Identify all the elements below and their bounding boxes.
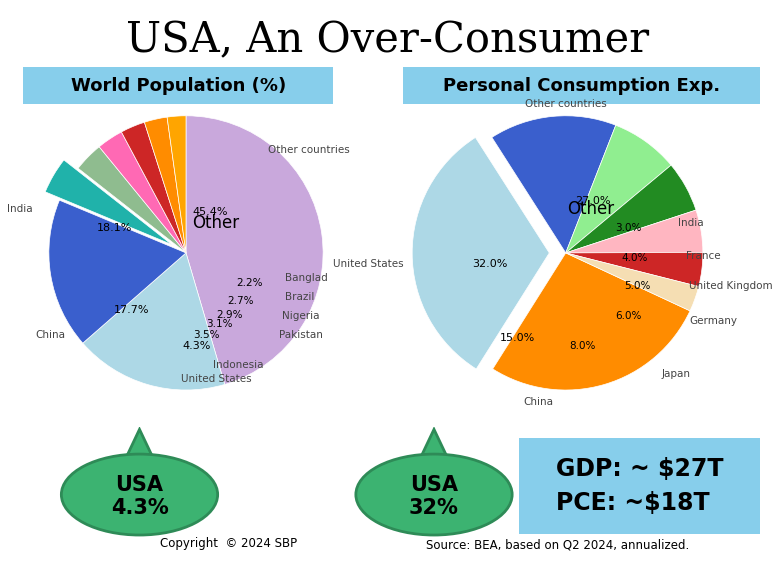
Text: Personal Consumption Exp.: Personal Consumption Exp. <box>443 76 720 95</box>
Text: 5.0%: 5.0% <box>624 281 650 291</box>
Polygon shape <box>422 429 446 456</box>
Text: 3.0%: 3.0% <box>615 223 642 233</box>
Text: USA, An Over-Consumer: USA, An Over-Consumer <box>126 20 649 62</box>
Wedge shape <box>167 116 186 253</box>
Wedge shape <box>49 200 186 343</box>
Text: 2.9%: 2.9% <box>217 310 243 320</box>
Text: 27.0%: 27.0% <box>575 196 611 206</box>
Wedge shape <box>45 160 172 244</box>
Text: China: China <box>523 397 553 407</box>
Text: 4.3%: 4.3% <box>183 341 211 351</box>
Wedge shape <box>83 253 225 390</box>
Text: Germany: Germany <box>689 316 737 327</box>
Text: United States: United States <box>333 259 404 269</box>
Wedge shape <box>493 253 690 390</box>
Polygon shape <box>127 429 153 456</box>
Text: 15.0%: 15.0% <box>500 333 536 343</box>
Wedge shape <box>566 125 671 253</box>
Text: 8.0%: 8.0% <box>569 341 595 351</box>
FancyBboxPatch shape <box>23 67 333 104</box>
Text: Source: BEA, based on Q2 2024, annualized.: Source: BEA, based on Q2 2024, annualize… <box>426 539 690 552</box>
Text: Indonesia: Indonesia <box>213 360 264 370</box>
Wedge shape <box>99 132 186 253</box>
Text: Nigeria: Nigeria <box>282 311 319 321</box>
Text: United Kingdom: United Kingdom <box>689 281 773 291</box>
Wedge shape <box>144 117 186 253</box>
Text: Brazil: Brazil <box>284 292 314 302</box>
Text: France: France <box>687 251 721 261</box>
Text: 3.5%: 3.5% <box>193 330 220 340</box>
Wedge shape <box>412 138 549 369</box>
Text: 45.4%: 45.4% <box>193 207 229 217</box>
Wedge shape <box>566 253 699 311</box>
Text: 17.7%: 17.7% <box>113 306 149 315</box>
FancyBboxPatch shape <box>403 67 760 104</box>
Text: India: India <box>7 204 33 214</box>
Text: 4.0%: 4.0% <box>621 253 647 264</box>
Text: 3.1%: 3.1% <box>205 319 232 329</box>
Text: USA
4.3%: USA 4.3% <box>111 475 168 518</box>
Text: 6.0%: 6.0% <box>615 311 642 321</box>
Text: Other: Other <box>193 214 239 232</box>
Text: United States: United States <box>181 374 251 384</box>
Ellipse shape <box>356 454 512 535</box>
Text: Copyright  © 2024 SBP: Copyright © 2024 SBP <box>160 537 297 550</box>
Wedge shape <box>566 252 703 287</box>
Text: 2.2%: 2.2% <box>236 278 262 288</box>
Ellipse shape <box>61 454 218 535</box>
Text: Other countries: Other countries <box>268 145 350 155</box>
FancyBboxPatch shape <box>519 438 760 534</box>
Wedge shape <box>122 123 186 253</box>
Text: Pakistan: Pakistan <box>279 330 323 340</box>
Text: World Population (%): World Population (%) <box>71 76 286 95</box>
Text: Japan: Japan <box>662 369 691 379</box>
Wedge shape <box>186 116 323 384</box>
Wedge shape <box>492 116 616 253</box>
Text: 32.0%: 32.0% <box>473 259 508 269</box>
Text: India: India <box>678 217 704 228</box>
Text: Other countries: Other countries <box>525 99 607 109</box>
Wedge shape <box>566 165 696 253</box>
Text: GDP: ~ $27T
PCE: ~$18T: GDP: ~ $27T PCE: ~$18T <box>556 457 723 515</box>
Text: China: China <box>36 330 65 340</box>
Wedge shape <box>566 210 703 253</box>
Text: Other: Other <box>567 200 614 218</box>
Text: USA
32%: USA 32% <box>409 475 459 518</box>
Text: 18.1%: 18.1% <box>97 223 133 233</box>
Wedge shape <box>78 147 186 253</box>
Text: Banglad: Banglad <box>284 273 328 283</box>
Text: 2.7%: 2.7% <box>228 296 254 306</box>
